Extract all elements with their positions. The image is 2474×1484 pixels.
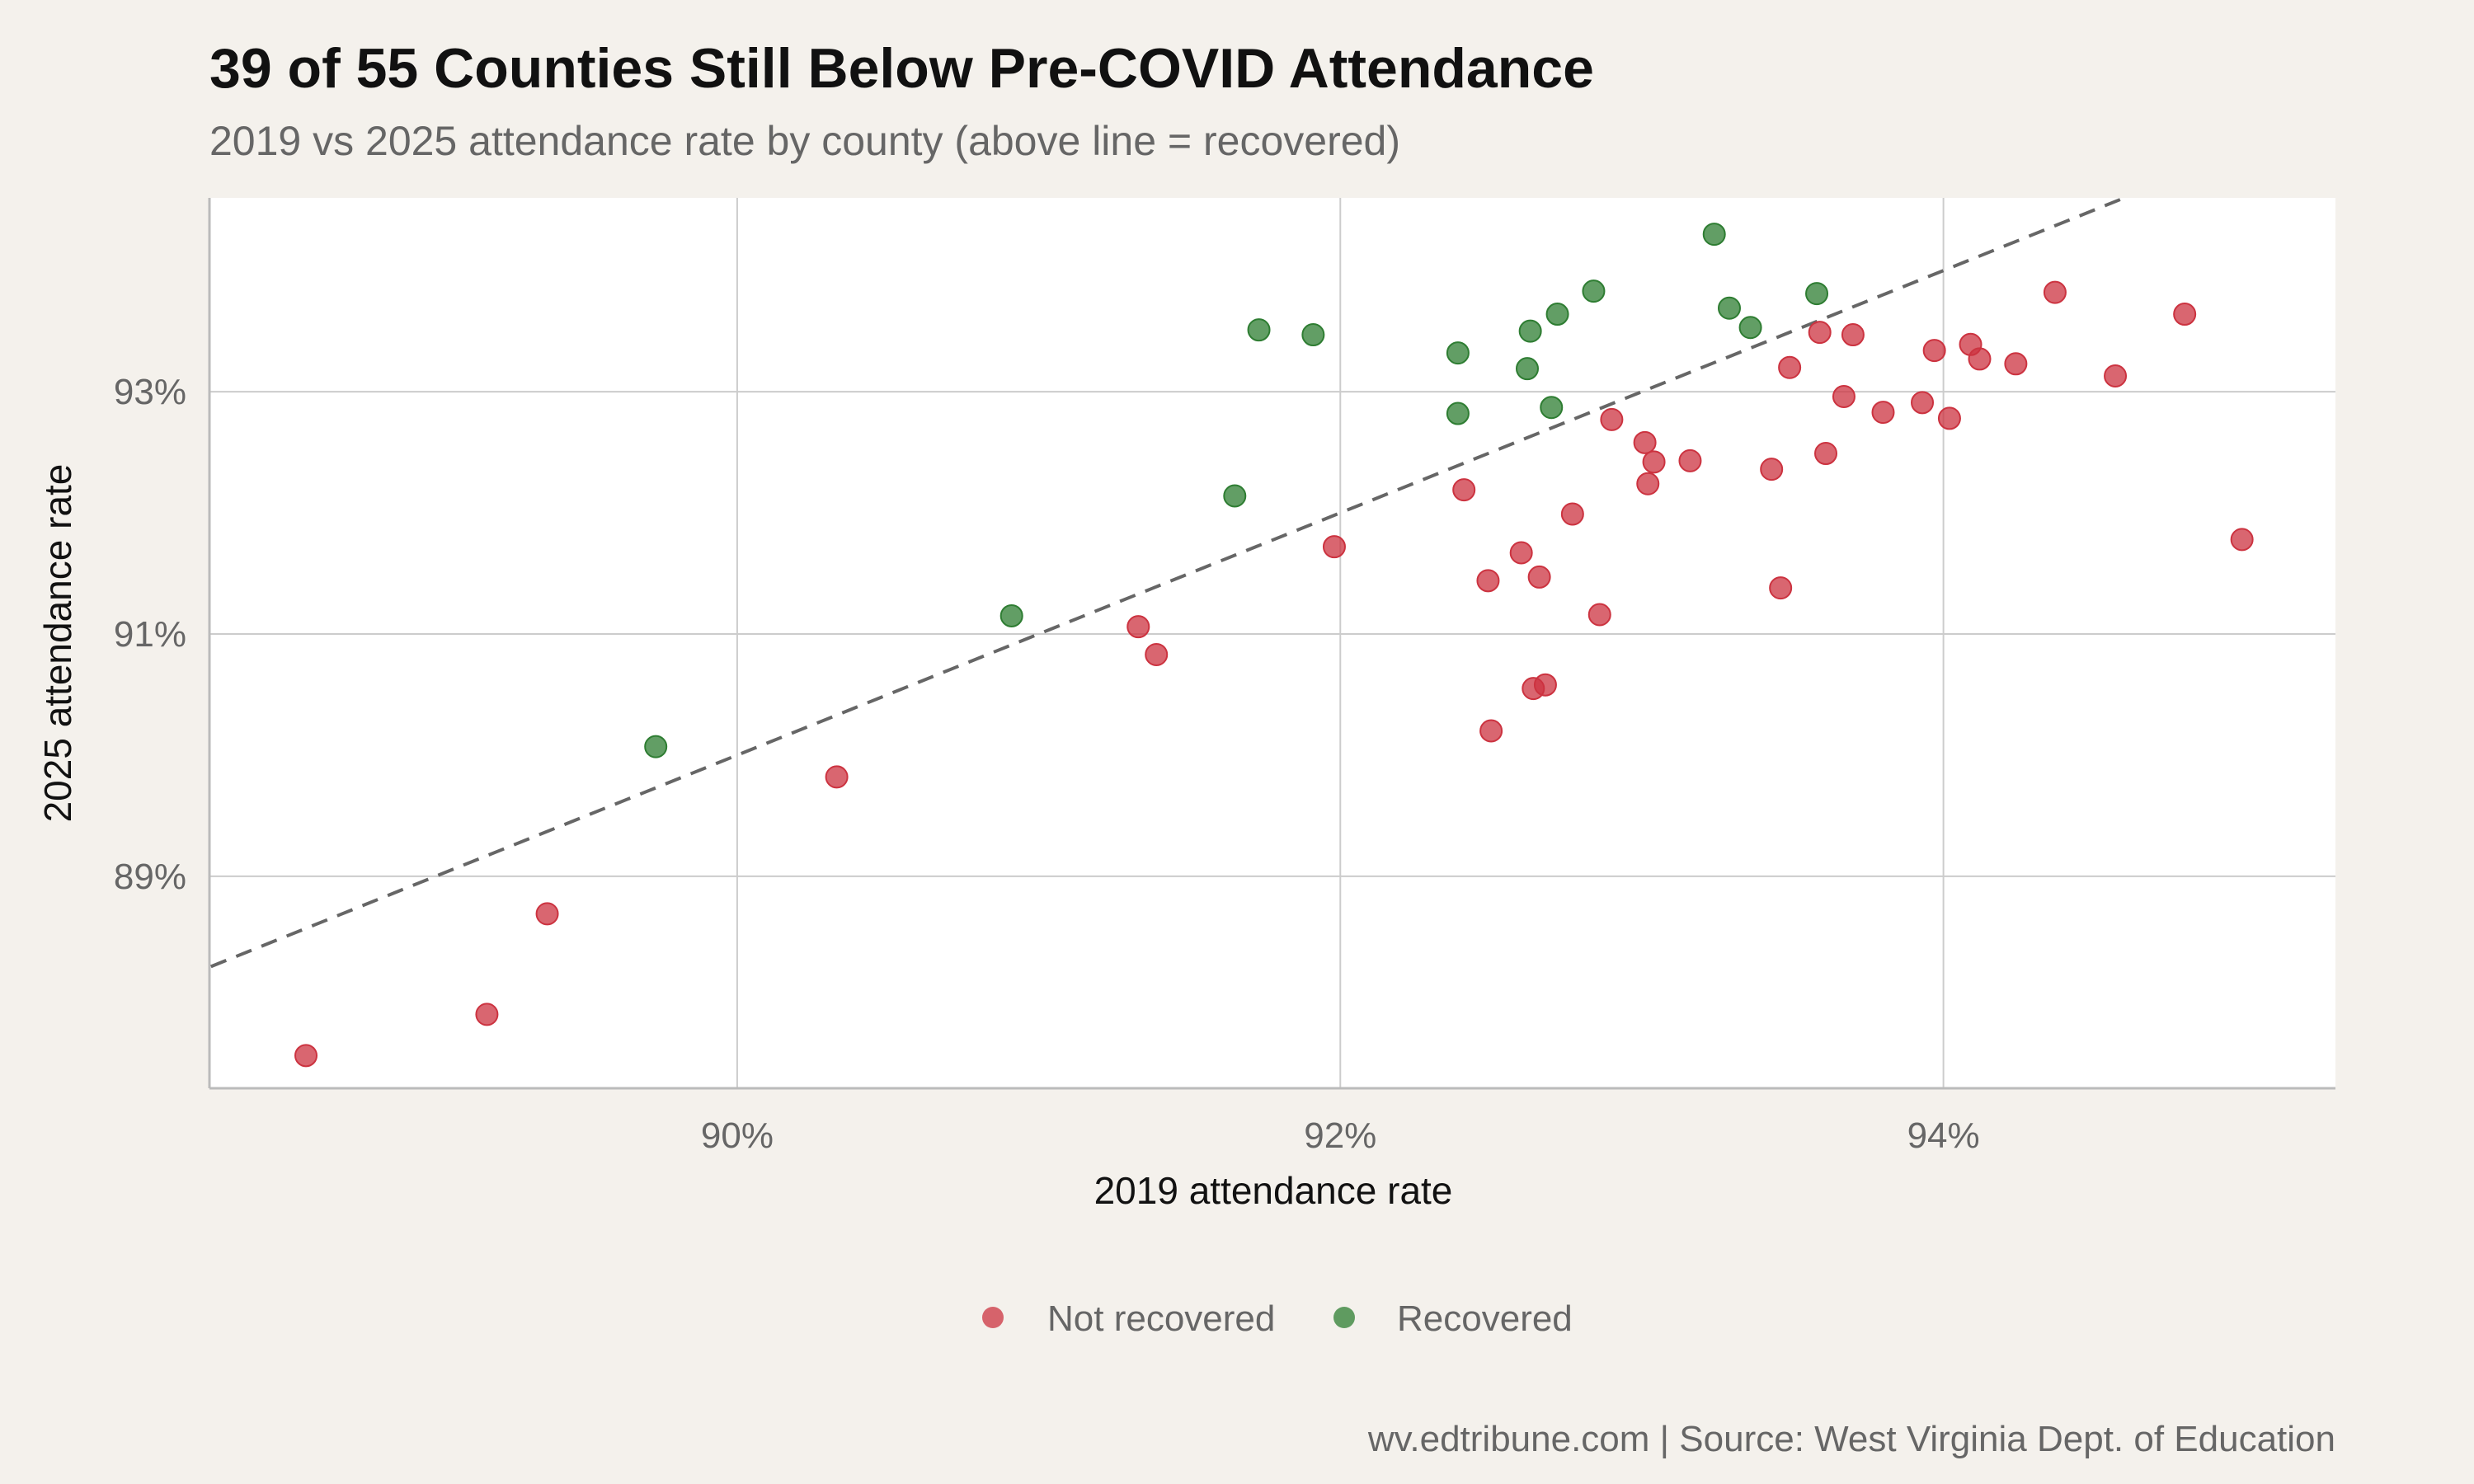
- point-recovered: [1223, 484, 1247, 508]
- point-recovered: [1446, 341, 1470, 365]
- point-recovered: [1582, 279, 1606, 303]
- chart-caption: wv.edtribune.com | Source: West Virginia…: [1367, 1419, 2335, 1459]
- point-not-recovered: [1642, 450, 1666, 474]
- point-recovered: [1301, 323, 1325, 347]
- x-axis-title: 2019 attendance rate: [1094, 1169, 1453, 1212]
- point-not-recovered: [1911, 391, 1935, 415]
- point-not-recovered: [1769, 576, 1793, 600]
- y-tick-label: 91%: [114, 614, 186, 655]
- reference-line-parity: [209, 198, 2129, 970]
- point-not-recovered: [294, 1044, 318, 1068]
- point-not-recovered: [1476, 569, 1500, 593]
- point-not-recovered: [1509, 541, 1533, 565]
- point-not-recovered: [1600, 407, 1624, 431]
- point-recovered: [1518, 319, 1542, 343]
- point-recovered: [1702, 223, 1726, 247]
- point-not-recovered: [1322, 535, 1346, 559]
- point-not-recovered: [825, 765, 849, 789]
- point-recovered: [1738, 316, 1762, 340]
- point-not-recovered: [2104, 364, 2128, 387]
- point-not-recovered: [1760, 458, 1784, 481]
- point-not-recovered: [1527, 565, 1551, 589]
- point-not-recovered: [535, 902, 559, 926]
- point-not-recovered: [1968, 347, 1992, 371]
- legend-marker-not-recovered: [982, 1307, 1004, 1328]
- x-tick-label: 94%: [1907, 1115, 1980, 1156]
- point-not-recovered: [475, 1003, 499, 1026]
- point-recovered: [1446, 402, 1470, 425]
- point-recovered: [1515, 357, 1539, 381]
- point-recovered: [1545, 303, 1569, 326]
- point-recovered: [1717, 296, 1741, 320]
- point-recovered: [1540, 396, 1564, 420]
- point-recovered: [644, 735, 668, 758]
- point-not-recovered: [1937, 406, 1961, 430]
- point-recovered: [1805, 282, 1829, 306]
- y-tick-label: 93%: [114, 372, 186, 412]
- x-tick-label: 92%: [1304, 1115, 1376, 1156]
- legend: Not recovered Recovered: [982, 1298, 1573, 1339]
- point-not-recovered: [1808, 321, 1832, 345]
- point-not-recovered: [1871, 401, 1895, 425]
- point-not-recovered: [2043, 280, 2067, 304]
- point-not-recovered: [1814, 442, 1838, 466]
- y-tick-label: 89%: [114, 857, 186, 897]
- point-recovered: [1247, 318, 1271, 342]
- point-not-recovered: [2230, 528, 2254, 552]
- point-not-recovered: [1841, 323, 1865, 347]
- point-not-recovered: [1922, 339, 1946, 363]
- point-not-recovered: [1560, 502, 1584, 526]
- legend-label-recovered: Recovered: [1397, 1298, 1573, 1339]
- plot-area: 90% 92% 94% 89% 91% 93%: [114, 198, 2335, 1156]
- point-not-recovered: [1778, 355, 1802, 379]
- point-not-recovered: [2173, 303, 2197, 326]
- legend-marker-recovered: [1333, 1307, 1355, 1328]
- point-recovered: [999, 603, 1023, 627]
- point-not-recovered: [1126, 615, 1150, 639]
- y-axis-title: 2025 attendance rate: [36, 464, 79, 823]
- point-not-recovered: [1636, 472, 1660, 495]
- chart-subtitle: 2019 vs 2025 attendance rate by county (…: [209, 118, 1400, 164]
- plot-background: [209, 198, 2335, 1088]
- point-not-recovered: [1587, 603, 1611, 627]
- point-not-recovered: [1832, 384, 1856, 408]
- legend-label-not-recovered: Not recovered: [1047, 1298, 1275, 1339]
- point-not-recovered: [1452, 478, 1476, 502]
- point-not-recovered: [1145, 642, 1169, 666]
- point-not-recovered: [1678, 448, 1702, 472]
- point-not-recovered: [1633, 430, 1657, 454]
- chart-title: 39 of 55 Counties Still Below Pre-COVID …: [209, 37, 1594, 100]
- point-not-recovered: [2004, 352, 2028, 376]
- point-not-recovered: [1533, 673, 1557, 697]
- point-not-recovered: [1479, 719, 1503, 743]
- x-tick-label: 90%: [701, 1115, 774, 1156]
